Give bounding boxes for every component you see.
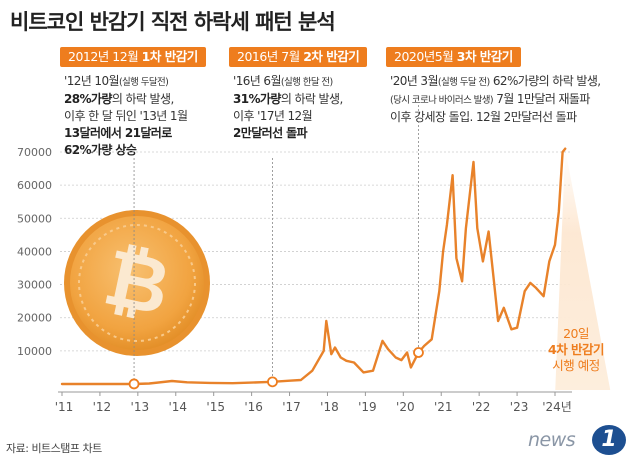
source-note: 자료: 비트스탬프 차트 bbox=[6, 442, 102, 455]
halving-note-3: '20년 3월(실행 두달 전) 62%가량의 하락 발생, (당시 코로나 바… bbox=[390, 74, 601, 124]
halving-fade-area bbox=[555, 148, 611, 390]
y-tick-label: 40000 bbox=[17, 245, 52, 258]
halving-marker-point bbox=[267, 376, 278, 388]
x-tick-label: '18 bbox=[320, 400, 339, 414]
halving-badge-1-date: 2012년 12월 bbox=[68, 49, 142, 64]
halving-badge-3: 2020년5월 3차 반감기 bbox=[386, 47, 521, 67]
x-tick-label: '12 bbox=[93, 400, 112, 414]
bitcoin-coin-icon: ₿ bbox=[64, 210, 210, 356]
x-tick-label: '24년 bbox=[542, 400, 572, 414]
x-tick-label: '14 bbox=[168, 400, 187, 414]
x-tick-label: '21 bbox=[434, 400, 453, 414]
x-tick-label: '11 bbox=[55, 400, 74, 414]
x-tick-label: '23 bbox=[510, 400, 529, 414]
axis-layer: 10000 20000 30000 40000 50000 60000 70000 '11 '1… bbox=[17, 146, 572, 414]
x-tick-label: '16 bbox=[244, 400, 263, 414]
y-tick-label: 20000 bbox=[17, 312, 52, 325]
marker-layer bbox=[128, 347, 424, 390]
halving-fade-layer bbox=[555, 148, 611, 390]
halving-note-2: '16년 6월(실행 한달 전) 31%가량의 하락 발생, 이후 '17년 1… bbox=[233, 74, 343, 140]
halving-badge-1: 2012년 12월 1차 반감기 bbox=[60, 47, 206, 67]
halving-marker-point bbox=[413, 347, 424, 358]
y-tick-label: 60000 bbox=[17, 179, 52, 192]
halving-note-1: '12년 10월(실행 두달전) 28%가량의 하락 발생, 이후 한 달 뒤인… bbox=[64, 74, 188, 157]
x-tick-label: '19 bbox=[358, 400, 377, 414]
x-tick-label: '15 bbox=[206, 400, 225, 414]
x-tick-label: '20 bbox=[396, 400, 415, 414]
y-tick-label: 50000 bbox=[17, 212, 52, 225]
x-tick-label: '22 bbox=[472, 400, 491, 414]
halving-badge-2-label: 2차 반감기 bbox=[303, 49, 360, 64]
x-tick-label: '17 bbox=[282, 400, 301, 414]
halving-badge-3-label: 3차 반감기 bbox=[456, 49, 514, 64]
x-tick-label: '13 bbox=[131, 400, 150, 414]
y-tick-label: 70000 bbox=[17, 146, 52, 159]
halving-badge-2: 2016년 7월 2차 반감기 bbox=[229, 47, 368, 67]
halving-guide-lines bbox=[133, 105, 419, 380]
page-title: 비트코인 반감기 직전 하락세 패턴 분석 bbox=[10, 10, 336, 34]
halving-marker-point bbox=[128, 378, 140, 390]
halving-badge-2-date: 2016년 7월 bbox=[237, 49, 304, 64]
halving-badge-1-label: 1차 반감기 bbox=[141, 49, 199, 64]
line-layer bbox=[60, 147, 567, 386]
halving-4-label: 20일 4차 반감기 시행 예정 bbox=[548, 326, 605, 373]
price-series-line bbox=[60, 147, 567, 386]
y-tick-label: 10000 bbox=[17, 345, 52, 358]
halving-badge-3-date: 2020년5월 bbox=[394, 49, 457, 64]
y-tick-label: 30000 bbox=[17, 279, 52, 292]
